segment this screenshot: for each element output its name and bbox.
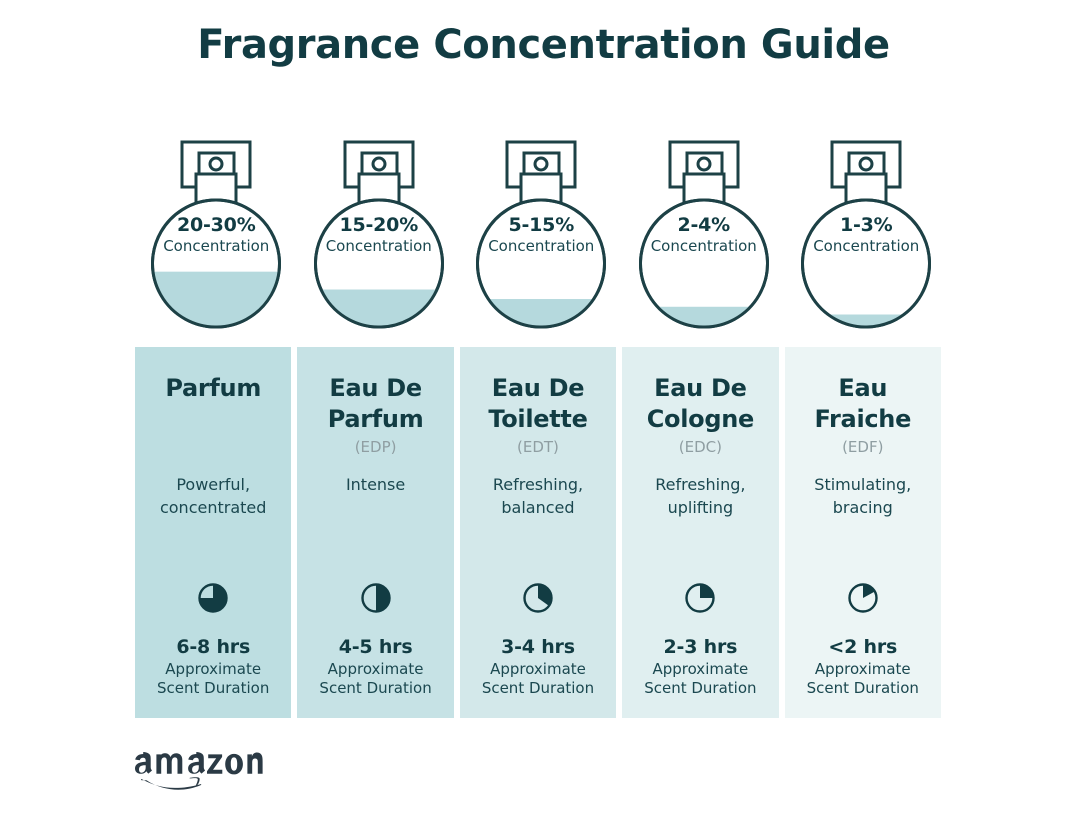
product-name: Parfum bbox=[143, 373, 283, 404]
bottle-4: 2-4% Concentration bbox=[623, 136, 786, 336]
duration-block: <2 hrs Approximate Scent Duration bbox=[791, 635, 935, 698]
product-name: Eau De Cologne bbox=[630, 373, 770, 435]
clock-icon bbox=[685, 583, 716, 613]
bottle-2: 15-20% Concentration bbox=[298, 136, 461, 336]
duration-caption-line2: Scent Duration bbox=[157, 679, 270, 697]
product-description: Intense bbox=[305, 473, 445, 496]
clock-wrap bbox=[297, 579, 453, 617]
description-line2: concentrated bbox=[159, 498, 267, 517]
description-line1: Refreshing, bbox=[492, 475, 584, 494]
duration-caption-line1: Approximate bbox=[327, 660, 424, 678]
clock-wrap bbox=[460, 579, 616, 617]
duration-caption-line1: Approximate bbox=[165, 660, 262, 678]
bottle-row: 20-30% Concentration 15-20% Concentratio… bbox=[135, 136, 953, 336]
duration-caption-line2: Scent Duration bbox=[481, 679, 595, 697]
duration-caption-line1: Approximate bbox=[814, 660, 911, 678]
product-abbreviation: (EDF) bbox=[842, 438, 884, 456]
product-card-4[interactable]: Eau De Cologne (EDC) Refreshing, uplifting… bbox=[622, 347, 779, 718]
duration-block: 4-5 hrs Approximate Scent Duration bbox=[303, 635, 447, 698]
product-name-line1: Eau De bbox=[329, 374, 422, 402]
description-line2: uplifting bbox=[667, 498, 734, 517]
bottle-icon bbox=[801, 140, 932, 329]
bottle-icon bbox=[313, 140, 444, 329]
duration-value: 3-4 hrs bbox=[501, 636, 575, 658]
duration-block: 3-4 hrs Approximate Scent Duration bbox=[466, 635, 610, 698]
product-name-line2: Toilette bbox=[488, 405, 588, 433]
product-abbreviation: (EDT) bbox=[517, 438, 559, 456]
duration-value: 4-5 hrs bbox=[338, 636, 413, 658]
product-name: Eau De Toilette bbox=[468, 373, 608, 435]
bottle-1: 20-30% Concentration bbox=[135, 136, 298, 336]
clock-wrap bbox=[135, 579, 291, 617]
bottle-5: 1-3% Concentration bbox=[785, 136, 948, 336]
product-name-line1: Eau De bbox=[654, 374, 747, 402]
product-name: Eau De Parfum bbox=[305, 373, 445, 435]
product-name-line1: Parfum bbox=[165, 374, 262, 402]
duration-caption-line1: Approximate bbox=[490, 660, 586, 678]
product-name-line1: Eau bbox=[838, 374, 888, 402]
bottle-icon bbox=[638, 140, 769, 329]
product-card-1[interactable]: Parfum Powerful, concentrated 6-8 hrs App… bbox=[135, 347, 292, 718]
clock-wrap bbox=[785, 579, 941, 617]
product-abbreviation: (EDP) bbox=[354, 438, 397, 456]
duration-caption-line2: Scent Duration bbox=[806, 679, 919, 697]
product-card-row: Parfum Powerful, concentrated 6-8 hrs App… bbox=[135, 347, 953, 718]
product-description: Refreshing, balanced bbox=[468, 473, 608, 519]
product-name-line1: Eau De bbox=[491, 374, 585, 402]
duration-caption-line2: Scent Duration bbox=[319, 679, 432, 697]
description-line2: balanced bbox=[501, 498, 575, 517]
product-name-line2: Parfum bbox=[327, 405, 424, 433]
description-line1: Stimulating, bbox=[814, 475, 912, 494]
description-line1: Refreshing, bbox=[655, 475, 746, 494]
duration-block: 2-3 hrs Approximate Scent Duration bbox=[628, 635, 772, 698]
amazon-logo bbox=[133, 744, 283, 796]
product-name-line2: Fraiche bbox=[814, 405, 912, 433]
product-abbreviation bbox=[143, 405, 283, 427]
product-description: Powerful, concentrated bbox=[143, 473, 283, 519]
product-card-3[interactable]: Eau De Toilette (EDT) Refreshing, balanced… bbox=[459, 347, 617, 718]
description-line1: Powerful, bbox=[176, 475, 251, 494]
duration-value: 6-8 hrs bbox=[176, 636, 251, 658]
description-line2: bracing bbox=[832, 498, 893, 517]
duration-caption-line2: Scent Duration bbox=[644, 679, 757, 697]
clock-icon bbox=[848, 583, 878, 613]
product-card-5[interactable]: Eau Fraiche (EDF) Stimulating, bracing <2 … bbox=[784, 347, 941, 718]
duration-value: <2 hrs bbox=[828, 636, 898, 658]
product-name: Eau Fraiche bbox=[793, 373, 933, 435]
product-description: Refreshing, uplifting bbox=[630, 473, 770, 519]
bottle-icon bbox=[476, 140, 607, 329]
product-name-line2: Cologne bbox=[646, 405, 755, 433]
duration-value: 2-3 hrs bbox=[663, 636, 738, 658]
product-abbreviation: (EDC) bbox=[678, 438, 722, 456]
duration-caption-line1: Approximate bbox=[652, 660, 749, 678]
clock-wrap bbox=[622, 579, 778, 617]
product-description: Stimulating, bracing bbox=[793, 473, 933, 519]
clock-icon bbox=[523, 583, 553, 613]
clock-icon bbox=[360, 583, 391, 613]
bottle-icon bbox=[151, 140, 282, 329]
description-line1: Intense bbox=[345, 475, 406, 494]
bottle-3: 5-15% Concentration bbox=[460, 136, 623, 336]
product-card-2[interactable]: Eau De Parfum (EDP) Intense 4-5 hrs Appro… bbox=[297, 347, 454, 718]
duration-block: 6-8 hrs Approximate Scent Duration bbox=[141, 635, 285, 698]
clock-icon bbox=[198, 583, 228, 613]
page-title: Fragrance Concentration Guide bbox=[197, 22, 890, 68]
